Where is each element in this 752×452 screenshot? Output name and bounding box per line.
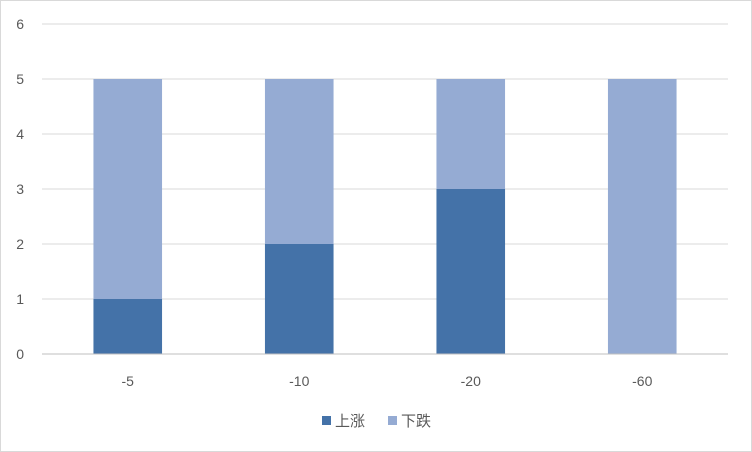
x-axis-ticks: -5 -10 -20 -60 (122, 373, 653, 389)
bar-fall-1 (264, 79, 334, 244)
y-tick-label: 5 (16, 71, 24, 87)
y-tick-label: 6 (16, 16, 24, 32)
x-tick-label: -10 (289, 373, 309, 389)
y-tick-label: 3 (16, 181, 24, 197)
legend-swatch-1 (388, 416, 397, 425)
bar-rise-1 (264, 244, 334, 354)
y-tick-label: 4 (16, 126, 24, 142)
legend-label-1: 下跌 (401, 412, 431, 430)
legend-label-0: 上涨 (335, 412, 365, 430)
y-tick-label: 2 (16, 236, 24, 252)
legend: 上涨 下跌 (322, 412, 431, 430)
x-tick-label: -5 (122, 373, 135, 389)
bar-rise-2 (436, 189, 506, 354)
bar-rise-0 (93, 299, 163, 354)
x-tick-label: -60 (632, 373, 652, 389)
y-axis-ticks: 0 1 2 3 4 5 6 (16, 16, 24, 362)
legend-swatch-0 (322, 416, 331, 425)
y-tick-label: 0 (16, 346, 24, 362)
x-tick-label: -20 (461, 373, 481, 389)
bar-fall-3 (607, 79, 677, 354)
y-tick-label: 1 (16, 291, 24, 307)
bar-fall-2 (436, 79, 506, 189)
bars (93, 79, 677, 354)
bar-fall-0 (93, 79, 163, 299)
